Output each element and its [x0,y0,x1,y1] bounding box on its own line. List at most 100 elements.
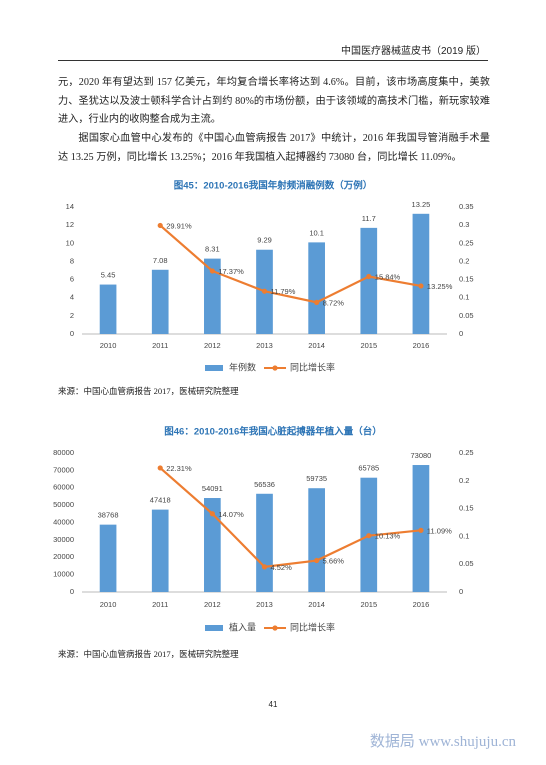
y2-tick-label: 0.35 [459,202,474,211]
x-tick-label: 2010 [100,600,117,609]
line-value-label: 4.52% [271,563,293,572]
bar-value-label: 73080 [410,451,431,460]
bar-value-label: 38768 [98,511,119,520]
y-tick-label: 0 [70,329,74,338]
line-marker [261,564,268,570]
bar-value-label: 10.1 [309,228,324,237]
legend-label: 年例数 [229,361,256,372]
bar [204,258,221,334]
y2-tick-label: 0.05 [459,311,474,320]
line-marker [261,288,268,294]
source-note: 来源：中国心血管病报告 2017，医械研究院整理 [58,386,239,396]
chart: 图46：2010-2016年我国心脏起搏器年植入量（台） 0 10000 20000 3… [53,426,474,659]
bar [99,524,117,592]
y-tick-label: 80000 [53,448,74,457]
y2-tick-label: 0.15 [459,275,474,284]
source-note: 来源：中国心血管病报告 2017，医械研究院整理 [58,649,239,659]
y-tick-label: 70000 [53,465,74,474]
x-tick-label: 2011 [152,600,168,609]
x-tick-label: 2011 [152,341,168,350]
legend-swatch [205,365,223,371]
line-value-label: 15.84% [375,273,401,282]
x-tick-label: 2010 [100,341,117,350]
x-tick-label: 2013 [256,341,273,350]
header-title: 中国医疗器械蓝皮书（2019 版） [340,46,486,57]
bar-value-label: 5.45 [101,271,116,280]
line-marker [366,273,372,280]
paragraph: 据国家心血管中心发布的《中国心血管病报告 2017》中统计，2016 年我国导管… [58,133,490,163]
bar-value-label: 8.31 [205,245,220,254]
line-value-label: 22.31% [166,464,192,473]
y2-tick-label: 0.1 [459,293,469,302]
bar-value-label: 47418 [150,496,171,505]
line-value-label: 29.91% [166,221,192,230]
y-tick-label: 6 [70,275,74,284]
line-marker [209,268,215,274]
y-tick-label: 40000 [53,517,74,526]
line-marker [366,533,372,539]
line-value-label: 5.66% [323,557,345,566]
bar [308,242,325,334]
y2-tick-label: 0 [459,587,463,596]
bar-value-label: 59735 [306,474,327,483]
x-tick-label: 2015 [360,600,377,609]
paragraph: 元，2020 年有望达到 157 亿美元，年均复合增长率将达到 4.6%。目前，… [58,77,490,126]
x-tick-label: 2015 [360,341,377,350]
watermark: 数据局 www.shujuju.cn [369,734,516,750]
bar-value-label: 65785 [358,464,379,473]
y-tick-label: 30000 [53,535,74,544]
legend-label: 同比增长率 [290,361,335,372]
y2-tick-label: 0.25 [459,238,474,247]
y2-tick-label: 0.2 [459,476,469,485]
bar [151,509,169,592]
line-value-label: 8.72% [323,298,345,307]
bar-value-label: 54091 [202,484,223,493]
line-value-label: 10.13% [375,532,401,541]
y-tick-label: 10000 [53,570,74,579]
header-rule [58,60,488,61]
line-value-label: 13.25% [427,282,453,291]
line-marker [314,299,320,305]
bar [412,213,430,334]
line [159,467,422,569]
x-tick-label: 2013 [256,600,273,609]
x-tick-label: 2012 [204,341,221,350]
legend-swatch [205,625,223,631]
x-tick-label: 2016 [413,341,430,350]
y2-tick-label: 0.1 [459,531,469,540]
legend-swatch [272,365,278,371]
chart: 图45：2010-2016我国年射频消融例数（万例） 0 2 4 6 8 10 12 14 0 0.… [58,180,474,396]
bar [204,498,221,592]
bar-value-label: 9.29 [257,236,272,245]
y-tick-label: 50000 [53,500,74,509]
bar [308,488,325,592]
y-tick-label: 20000 [53,552,74,561]
y-tick-label: 60000 [53,483,74,492]
y-tick-label: 2 [70,311,74,320]
y-tick-label: 0 [70,587,74,596]
y2-tick-label: 0.3 [459,220,469,229]
bar-value-label: 13.25 [412,200,431,209]
x-tick-label: 2014 [308,600,325,609]
bar [256,493,273,592]
line-marker [418,527,424,533]
y2-tick-label: 0.25 [459,448,474,457]
y2-tick-label: 0.2 [459,256,469,265]
line-value-label: 11.09% [427,526,452,535]
y-tick-label: 12 [66,220,74,229]
x-tick-label: 2014 [308,341,325,350]
chart-title: 图46：2010-2016年我国心脏起搏器年植入量（台） [164,426,382,438]
x-tick-label: 2012 [204,600,221,609]
legend-label: 植入量 [229,621,256,632]
line-value-label: 17.37% [218,267,244,276]
line-value-label: 11.79% [271,287,296,296]
bar [99,284,117,334]
y2-tick-label: 0.05 [459,559,474,568]
bar [360,227,378,334]
bar-value-label: 11.7 [362,214,376,223]
y2-tick-label: 0.15 [459,504,474,513]
bar-value-label: 7.08 [153,256,168,265]
legend-swatch [272,625,278,631]
legend-label: 同比增长率 [290,621,335,632]
page-number: 41 [268,700,278,709]
